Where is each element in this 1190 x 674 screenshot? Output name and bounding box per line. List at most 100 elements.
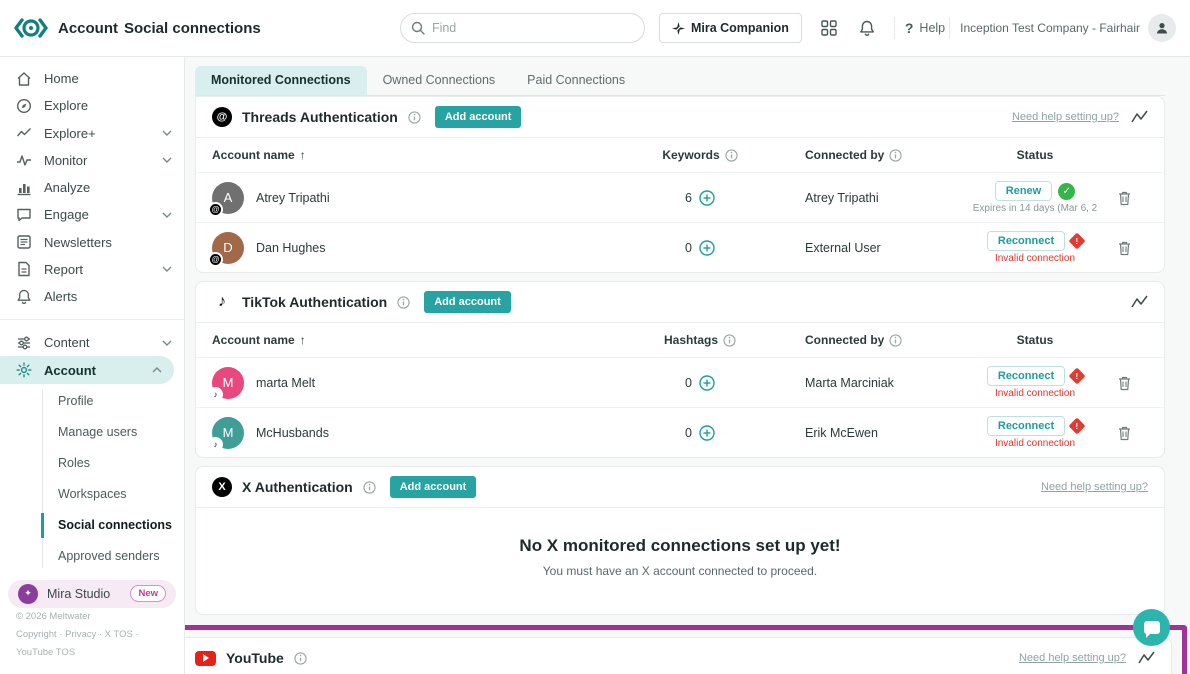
sidebar-item-engage[interactable]: Engage (0, 201, 184, 228)
connected-by: Marta Marciniak (805, 375, 894, 390)
sub-label: Profile (58, 394, 94, 409)
new-badge: New (130, 585, 166, 603)
x-logo: X (212, 477, 232, 497)
sidebar-label: Explore+ (44, 125, 96, 141)
status-note: Invalid connection (994, 438, 1076, 449)
delete-button[interactable] (1117, 375, 1132, 391)
tab-bar: Monitored Connections Owned Connections … (195, 66, 1165, 96)
add-account-button[interactable]: Add account (434, 106, 522, 128)
sidebar-item-newsletters[interactable]: Newsletters (0, 229, 184, 256)
threads-badge-icon: @ (208, 201, 223, 217)
sparkline-icon[interactable] (1138, 651, 1155, 665)
sidebar-item-mira-studio[interactable]: ✦ Mira Studio New (8, 579, 176, 608)
newsletter-icon (16, 234, 32, 250)
sidebar-item-alerts[interactable]: Alerts (0, 283, 184, 310)
sidebar-item-manage-users[interactable]: Manage users (0, 417, 184, 448)
info-icon[interactable] (408, 110, 421, 124)
search-input[interactable] (431, 21, 634, 35)
sidebar-item-roles[interactable]: Roles (0, 448, 184, 479)
column-connected-by: Connected by (745, 148, 970, 162)
table-row: M ♪ McHusbands 0 Erik McEwen Reconnect !… (196, 407, 1164, 457)
sidebar-label: Account (44, 362, 96, 378)
info-icon[interactable] (363, 480, 376, 494)
search-icon (411, 21, 425, 35)
column-label: Connected by (805, 148, 885, 162)
x-section: X X Authentication Add account Need help… (195, 466, 1165, 615)
renew-button[interactable]: Renew (994, 181, 1053, 201)
info-icon[interactable] (889, 333, 902, 347)
need-help-link[interactable]: Need help setting up? (1040, 481, 1148, 493)
compass-icon (16, 98, 32, 114)
column-account-name[interactable]: Account name ↑ (212, 333, 655, 347)
sidebar-item-content[interactable]: Content (0, 329, 184, 356)
mira-companion-button[interactable]: Mira Companion (658, 13, 802, 43)
youtube-tos-link[interactable]: YouTube TOS (16, 646, 76, 658)
sidebar-item-analyze[interactable]: Analyze (0, 174, 184, 201)
tab-paid-connections[interactable]: Paid Connections (527, 73, 626, 87)
chat-bubble-icon (1143, 621, 1160, 638)
column-connected-by: Connected by (745, 333, 970, 347)
delete-button[interactable] (1117, 190, 1132, 206)
keywords-count: 6 (685, 190, 692, 205)
info-icon[interactable] (723, 333, 736, 347)
mira-companion-label: Mira Companion (690, 21, 789, 35)
sidebar-item-workspaces[interactable]: Workspaces (0, 479, 184, 510)
help-button[interactable]: ? Help (905, 20, 945, 36)
sidebar-item-account[interactable]: Account (0, 356, 174, 384)
chat-widget-button[interactable] (1133, 609, 1170, 646)
delete-button[interactable] (1117, 240, 1132, 256)
tab-owned-connections[interactable]: Owned Connections (382, 73, 496, 87)
document-icon (16, 261, 32, 277)
bell-icon (859, 20, 874, 36)
sidebar-item-social-connections[interactable]: Social connections (0, 510, 184, 541)
delete-button[interactable] (1117, 425, 1132, 441)
account-subnav: Profile Manage users Roles Workspaces So… (0, 386, 184, 572)
add-hashtags-button[interactable] (699, 424, 715, 441)
legal-links-line[interactable]: Copyright · Privacy · X TOS · (16, 628, 139, 640)
sidebar-item-profile[interactable]: Profile (0, 386, 184, 417)
reconnect-button[interactable]: Reconnect (986, 416, 1066, 436)
add-hashtags-button[interactable] (699, 374, 715, 391)
tiktok-logo: ♪ (218, 293, 226, 310)
mira-studio-icon: ✦ (18, 583, 38, 604)
keywords-count: 0 (685, 240, 692, 255)
sub-label: Workspaces (58, 487, 127, 502)
add-keywords-button[interactable] (699, 239, 715, 256)
apps-grid-button[interactable] (814, 13, 844, 43)
add-keywords-button[interactable] (699, 189, 715, 206)
info-icon[interactable] (889, 148, 902, 162)
sparkline-icon[interactable] (1131, 295, 1148, 309)
tab-monitored-connections[interactable]: Monitored Connections (195, 66, 367, 95)
need-help-link[interactable]: Need help setting up? (1011, 111, 1119, 123)
grid-icon (821, 20, 837, 36)
notifications-button[interactable] (852, 13, 882, 43)
column-label: Account name (212, 148, 295, 162)
page-subtitle: Social connections (124, 19, 261, 37)
add-account-button[interactable]: Add account (424, 291, 511, 313)
need-help-link[interactable]: Need help setting up? (1018, 652, 1126, 664)
sidebar-item-report[interactable]: Report (0, 256, 184, 283)
sidebar-item-explore-plus[interactable]: Explore+ (0, 120, 184, 147)
column-account-name[interactable]: Account name ↑ (212, 148, 655, 162)
table-row: M ♪ marta Melt 0 Marta Marciniak Reconne… (196, 357, 1164, 407)
sidebar-item-home[interactable]: Home (0, 65, 184, 92)
reconnect-button[interactable]: Reconnect (986, 231, 1066, 251)
sidebar-item-monitor[interactable]: Monitor (0, 147, 184, 174)
info-icon[interactable] (397, 295, 410, 309)
user-avatar[interactable] (1148, 14, 1176, 42)
global-search[interactable] (399, 13, 645, 43)
status-note: Invalid connection (994, 253, 1076, 264)
add-account-button[interactable]: Add account (389, 476, 477, 498)
account-menu[interactable]: Inception Test Company - Fairhair (960, 14, 1176, 42)
sparkline-icon[interactable] (1131, 110, 1148, 124)
info-icon[interactable] (725, 148, 738, 162)
connected-by: Atrey Tripathi (805, 190, 879, 205)
sidebar-item-approved-senders[interactable]: Approved senders (0, 541, 184, 572)
empty-state-title: No X monitored connections set up yet! (519, 536, 841, 555)
info-icon[interactable] (294, 651, 307, 665)
mira-studio-label: Mira Studio (47, 586, 111, 601)
chevron-up-icon (152, 367, 162, 373)
empty-state-subtitle: You must have an X account connected to … (542, 564, 818, 578)
sidebar-item-explore[interactable]: Explore (0, 92, 184, 119)
reconnect-button[interactable]: Reconnect (986, 366, 1066, 386)
